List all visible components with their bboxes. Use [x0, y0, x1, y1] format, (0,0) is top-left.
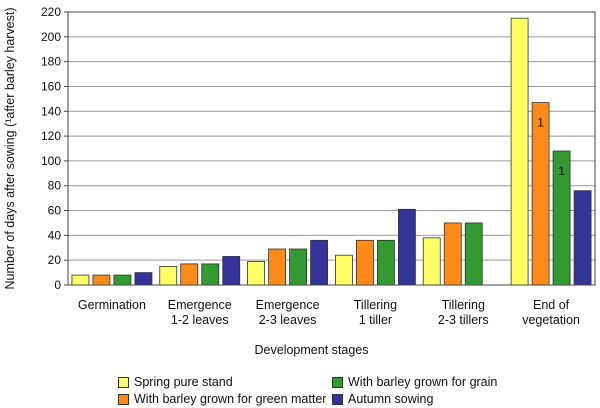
legend-label: With barley grown for green matter — [134, 392, 327, 406]
y-axis-ticks: 0 20 40 60 80 100 120 140 160 180 200 220 — [41, 5, 68, 292]
legend-swatch — [332, 393, 343, 405]
x-category-label: 1 tiller — [359, 313, 392, 327]
bar — [443, 222, 462, 286]
legend-item: Autumn sowing — [332, 391, 558, 407]
x-category-label: Emergence — [256, 298, 320, 312]
y-tick-label: 180 — [41, 55, 61, 69]
bar — [531, 102, 550, 286]
bar — [573, 190, 592, 286]
bar — [398, 208, 416, 286]
bar — [422, 237, 441, 286]
legend-item: With barley grown for grain — [332, 374, 558, 390]
legend-item: With barley grown for green matter — [118, 391, 332, 407]
y-tick-label: 60 — [48, 204, 62, 218]
y-tick-label: 120 — [41, 129, 61, 143]
y-tick-label: 20 — [48, 253, 62, 267]
bar — [268, 248, 286, 286]
bar — [113, 274, 132, 286]
legend-item: Spring pure stand — [118, 374, 332, 390]
bar-annotations: 11 — [537, 116, 565, 178]
bar — [289, 248, 307, 286]
bar — [180, 263, 199, 286]
bar — [159, 265, 178, 286]
y-axis-title: Number of days after sowing (¹after barl… — [3, 7, 17, 289]
y-tick-label: 160 — [41, 79, 61, 93]
plot-frame — [67, 11, 596, 286]
legend-swatch — [118, 393, 129, 405]
bar — [247, 261, 265, 286]
y-tick-label: 200 — [41, 30, 61, 44]
y-tick-label: 220 — [41, 5, 61, 19]
x-category-label: Germination — [78, 298, 146, 312]
bar-annotation: 1 — [558, 164, 565, 178]
x-axis-title: Development stages — [255, 343, 369, 357]
bars — [71, 17, 592, 286]
bar — [134, 272, 153, 286]
bar — [71, 274, 90, 286]
legend-swatch — [332, 376, 343, 388]
x-category-label: Tillering — [354, 298, 397, 312]
legend-swatch — [118, 376, 129, 388]
bar — [92, 274, 111, 286]
x-category-label: 2-3 leaves — [259, 313, 317, 327]
x-category-label: 2-3 tillers — [438, 313, 489, 327]
bar — [510, 17, 529, 286]
bar — [335, 254, 353, 286]
x-category-label: Emergence — [168, 298, 232, 312]
x-category-label: 1-2 leaves — [171, 313, 229, 327]
y-tick-label: 100 — [41, 154, 61, 168]
y-tick-label: 80 — [48, 179, 62, 193]
bar — [222, 256, 241, 286]
legend-label: Autumn sowing — [348, 392, 434, 406]
bar — [377, 239, 395, 286]
legend-label: With barley grown for grain — [348, 375, 498, 389]
y-tick-label: 40 — [48, 228, 62, 242]
bar — [356, 239, 374, 286]
legend-label: Spring pure stand — [134, 375, 233, 389]
x-category-label: vegetation — [522, 313, 580, 327]
x-category-label: Tillering — [442, 298, 485, 312]
bar — [310, 239, 328, 286]
y-tick-label: 140 — [41, 104, 61, 118]
y-tick-label: 0 — [54, 278, 61, 292]
x-category-label: End of — [533, 298, 570, 312]
legend: Spring pure stand With barley grown for g… — [118, 374, 558, 407]
bar — [201, 263, 220, 286]
bar — [464, 222, 483, 286]
bar-annotation: 1 — [537, 116, 544, 130]
